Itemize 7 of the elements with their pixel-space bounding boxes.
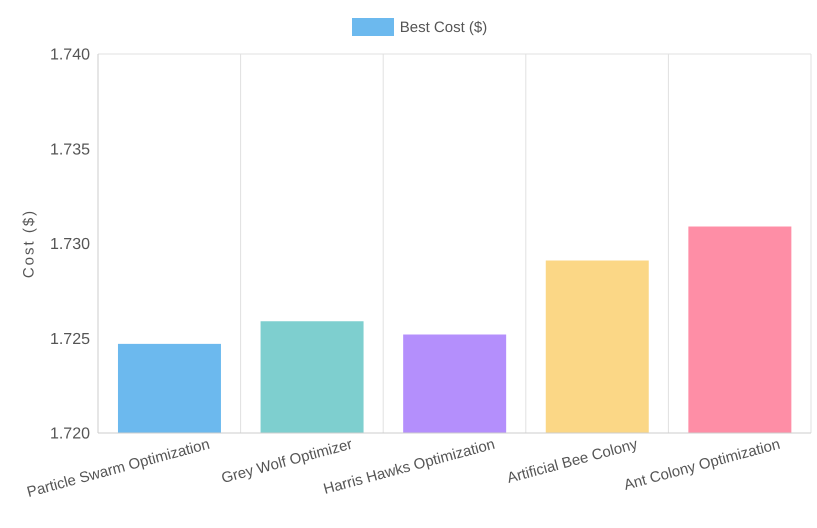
- y-tick-label: 1.740: [50, 46, 90, 64]
- legend-label: Best Cost ($): [400, 18, 488, 36]
- y-tick-label: 1.730: [50, 236, 90, 254]
- y-tick-label: 1.735: [50, 141, 90, 158]
- y-tick-label: 1.725: [50, 330, 90, 348]
- y-tick-label: 1.720: [50, 426, 90, 443]
- y-axis-title: Cost ($): [20, 208, 38, 278]
